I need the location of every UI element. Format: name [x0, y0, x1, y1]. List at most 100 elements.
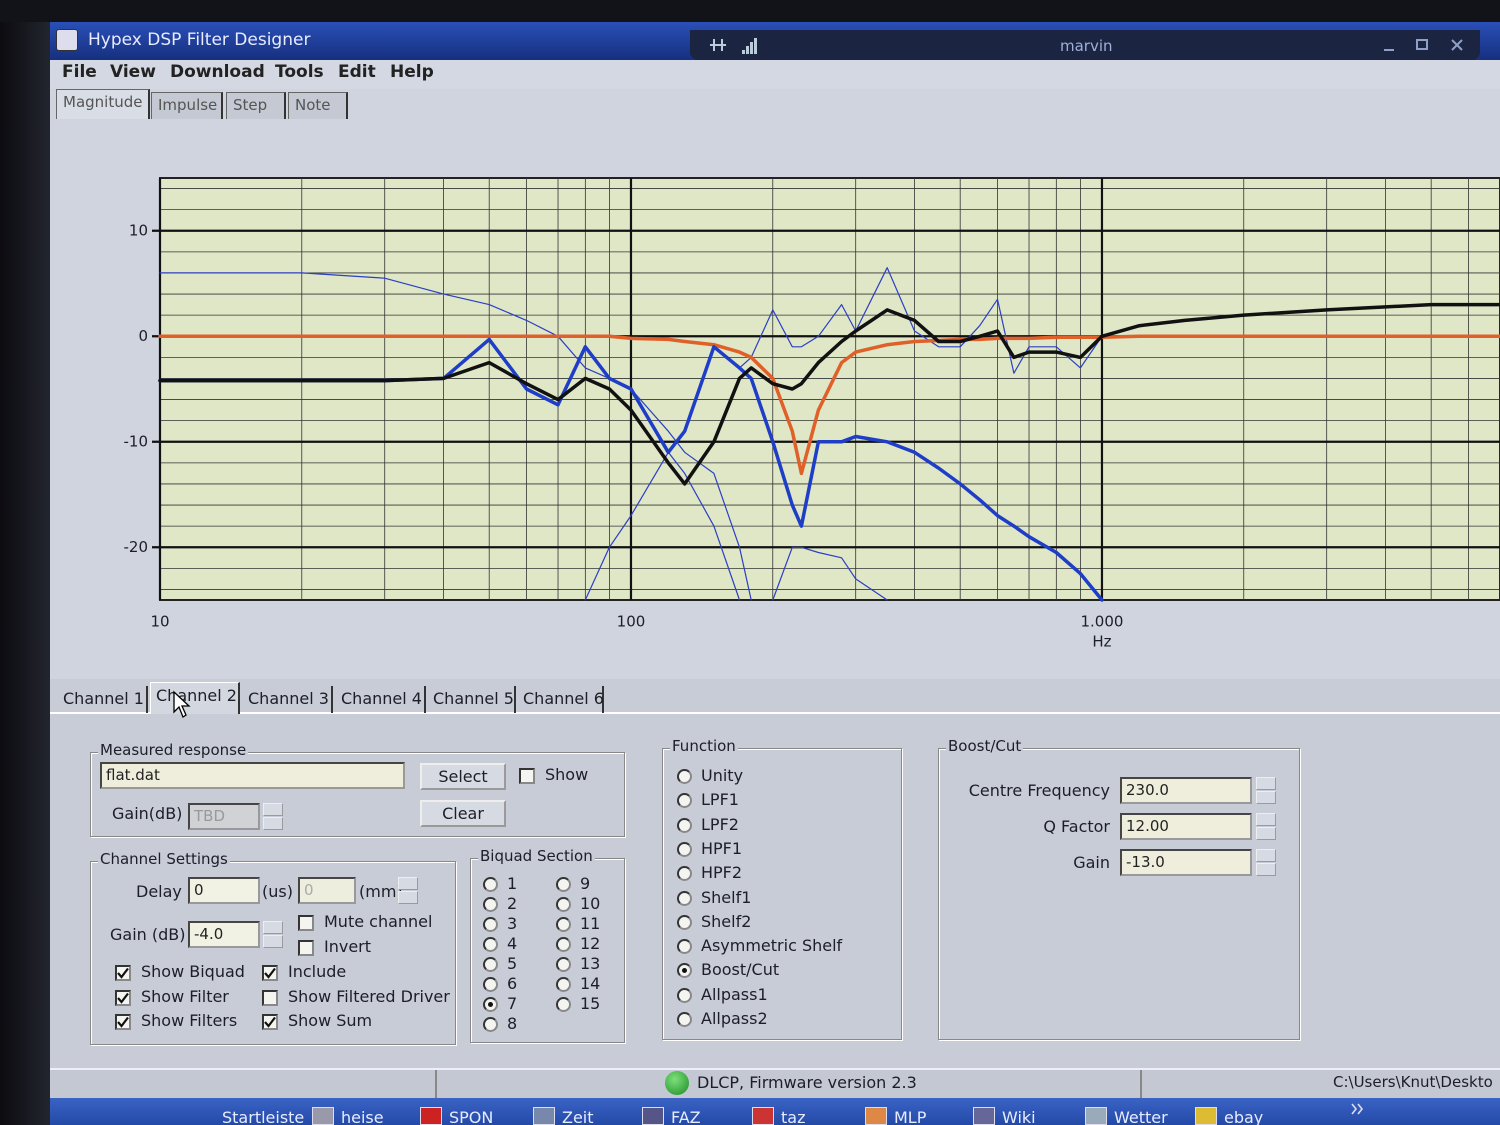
radio-label[interactable]: 11 [580, 914, 601, 933]
radio-button[interactable] [483, 977, 498, 992]
checkbox[interactable] [262, 965, 278, 981]
view-tab[interactable]: Step [226, 92, 286, 119]
radio-button[interactable] [483, 937, 498, 952]
radio-button[interactable] [483, 957, 498, 972]
radio-label[interactable]: Allpass2 [701, 1009, 768, 1028]
checkbox[interactable] [115, 965, 131, 981]
radio-button[interactable] [483, 1017, 498, 1032]
radio-label[interactable]: Allpass1 [701, 984, 768, 1004]
text-input[interactable]: -4.0 [188, 921, 260, 948]
text-input[interactable]: 12.00 [1120, 813, 1252, 840]
checkbox-label[interactable]: Show [545, 765, 589, 784]
taskbar-item[interactable]: SPON [449, 1108, 494, 1125]
channel-tab[interactable]: Channel 4 [336, 686, 426, 713]
checkbox[interactable] [262, 990, 278, 1006]
radio-button[interactable] [677, 817, 692, 833]
radio-button[interactable] [556, 977, 571, 992]
taskbar-item[interactable]: Startleiste [222, 1108, 305, 1125]
menu-item[interactable]: Help [390, 62, 434, 82]
text-input[interactable]: flat.dat [100, 762, 405, 789]
menu-item[interactable]: Tools [275, 62, 324, 82]
checkbox[interactable] [262, 1014, 278, 1030]
checkbox[interactable] [298, 915, 314, 931]
taskbar-item[interactable]: Wiki [1002, 1108, 1036, 1125]
radio-button[interactable] [556, 877, 571, 892]
view-tab[interactable]: Note [288, 92, 348, 119]
radio-label[interactable]: LPF1 [701, 790, 739, 810]
checkbox-label[interactable]: Include [288, 962, 347, 981]
text-input[interactable]: 0 [188, 877, 260, 904]
spin-up[interactable] [263, 803, 283, 816]
taskbar-item[interactable]: Wetter [1114, 1108, 1168, 1125]
taskbar-item[interactable]: Zeit [562, 1108, 594, 1125]
radio-button[interactable] [677, 769, 692, 784]
checkbox-label[interactable]: Show Filters [141, 1011, 238, 1030]
taskbar-item[interactable]: FAZ [671, 1108, 701, 1125]
radio-label[interactable]: 1 [507, 874, 518, 893]
channel-tab[interactable]: Channel 6 [518, 686, 604, 713]
spin-down[interactable] [263, 935, 283, 948]
radio-button[interactable] [483, 917, 498, 932]
spin-up[interactable] [398, 877, 418, 890]
radio-button[interactable] [677, 866, 692, 882]
taskbar-overflow[interactable] [1350, 1102, 1366, 1116]
taskbar-item[interactable]: heise [341, 1108, 384, 1125]
text-input[interactable]: TBD [188, 803, 260, 830]
radio-label[interactable]: 9 [580, 874, 591, 893]
radio-button[interactable] [556, 897, 571, 912]
view-tab[interactable]: Impulse [151, 92, 223, 119]
text-input[interactable]: 0 [298, 877, 356, 904]
channel-tab[interactable]: Channel 5 [428, 686, 516, 713]
menu-item[interactable]: File [62, 62, 97, 82]
radio-label[interactable]: 4 [507, 934, 518, 953]
button[interactable]: Clear [420, 800, 506, 827]
taskbar-item[interactable]: ebay [1224, 1108, 1264, 1125]
radio-button[interactable] [556, 917, 571, 932]
menu-item[interactable]: Download [170, 62, 265, 82]
radio-label[interactable]: 2 [507, 894, 518, 913]
radio-label[interactable]: Asymmetric Shelf [701, 936, 843, 956]
radio-button[interactable] [483, 997, 498, 1012]
radio-button[interactable] [677, 963, 692, 979]
radio-label[interactable]: Boost/Cut [701, 960, 780, 980]
spin-down[interactable] [1256, 863, 1276, 876]
radio-button[interactable] [677, 1012, 692, 1027]
checkbox[interactable] [519, 768, 535, 784]
radio-label[interactable]: 12 [580, 934, 601, 953]
menu-item[interactable]: Edit [338, 62, 376, 82]
channel-tab[interactable]: Channel 1 [58, 686, 148, 713]
radio-button[interactable] [677, 890, 692, 906]
radio-label[interactable]: 6 [507, 974, 518, 993]
spin-down[interactable] [398, 891, 418, 904]
radio-label[interactable]: 10 [580, 894, 601, 913]
checkbox-label[interactable]: Invert [324, 937, 372, 956]
radio-button[interactable] [556, 937, 571, 952]
radio-button[interactable] [677, 841, 692, 857]
radio-button[interactable] [556, 997, 571, 1012]
button[interactable]: Select [420, 763, 506, 790]
checkbox-label[interactable]: Show Filtered Driver [288, 987, 450, 1006]
checkbox[interactable] [115, 1014, 131, 1030]
radio-button[interactable] [677, 793, 692, 809]
text-input[interactable]: 230.0 [1120, 777, 1252, 804]
spin-down[interactable] [1256, 791, 1276, 804]
spin-up[interactable] [263, 921, 283, 934]
radio-label[interactable]: HPF1 [701, 838, 743, 858]
radio-label[interactable]: Unity [701, 766, 744, 785]
radio-button[interactable] [483, 877, 498, 892]
radio-label[interactable]: 7 [507, 994, 518, 1013]
radio-button[interactable] [677, 987, 692, 1003]
menu-item[interactable]: View [110, 62, 156, 82]
radio-label[interactable]: Shelf1 [701, 887, 752, 907]
checkbox[interactable] [115, 990, 131, 1006]
checkbox[interactable] [298, 940, 314, 956]
text-input[interactable]: -13.0 [1120, 849, 1252, 876]
checkbox-label[interactable]: Show Sum [288, 1011, 373, 1030]
radio-button[interactable] [677, 914, 692, 930]
radio-label[interactable]: 14 [580, 974, 601, 993]
spin-up[interactable] [1256, 813, 1276, 826]
spin-down[interactable] [263, 817, 283, 830]
checkbox-label[interactable]: Show Biquad [141, 962, 245, 981]
radio-label[interactable]: 8 [507, 1014, 518, 1033]
channel-tab[interactable]: Channel 3 [243, 686, 333, 713]
